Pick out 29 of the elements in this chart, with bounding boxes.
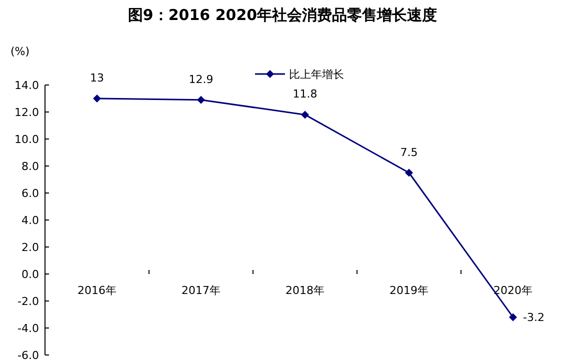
y-tick-label: -6.0 xyxy=(18,349,39,362)
chart-title: 图9：2016 2020年社会消费品零售增长速度 xyxy=(128,6,438,24)
y-tick-label: -4.0 xyxy=(18,322,39,335)
y-tick-label: 2.0 xyxy=(22,241,39,254)
y-tick-label: 4.0 xyxy=(22,214,39,227)
x-tick-label: 2016年 xyxy=(78,284,116,297)
y-tick-label: 8.0 xyxy=(22,160,39,173)
point xyxy=(509,313,517,322)
data-label: 7.5 xyxy=(400,146,418,159)
x-tick-label: 2017年 xyxy=(182,284,220,297)
data-label: -3.2 xyxy=(523,311,544,324)
y-tick-label: 6.0 xyxy=(22,187,39,200)
data-label: 12.9 xyxy=(188,72,214,86)
y-tick-label: 14.0 xyxy=(14,79,39,92)
y-tick-label: 12.0 xyxy=(14,106,39,119)
point xyxy=(405,168,413,177)
data-label: 13 xyxy=(90,72,104,84)
x-tick-label: 2020年 xyxy=(494,284,532,297)
point xyxy=(301,110,309,119)
x-tick-label: 2018年 xyxy=(286,284,324,297)
y-tick-label: 10.0 xyxy=(14,133,39,146)
data-label: 11.8 xyxy=(292,88,318,101)
point xyxy=(93,94,101,102)
legend-label: 比上年增长 xyxy=(289,68,344,81)
x-tick-label: 2019年 xyxy=(390,284,428,297)
y-tick-label: -2.0 xyxy=(18,295,39,308)
y-tick-label: 0.0 xyxy=(22,268,39,281)
y-axis-title: (%) xyxy=(10,45,30,58)
point xyxy=(197,96,205,104)
